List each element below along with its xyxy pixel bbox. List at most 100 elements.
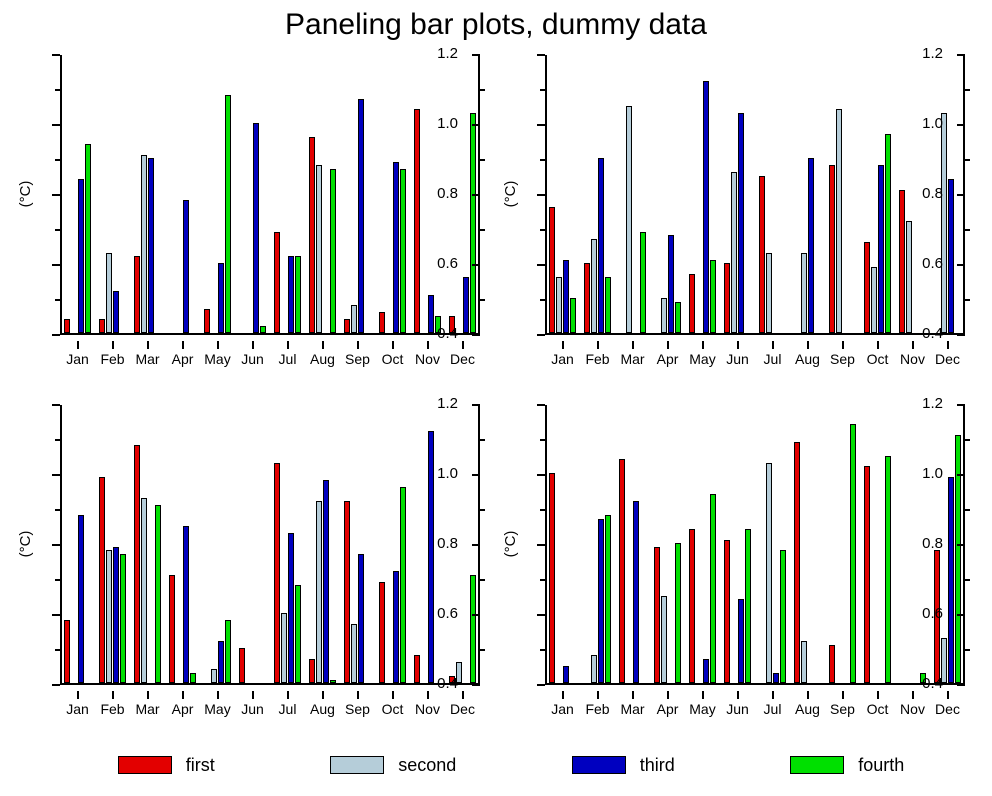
bar-second <box>661 298 667 333</box>
bar-second <box>836 109 842 333</box>
y-minor-tick <box>55 509 60 511</box>
y-tick-mark-right <box>472 194 480 196</box>
y-tick-label: 0.8 <box>922 535 943 552</box>
x-tick-label: Feb <box>585 351 609 367</box>
bar-fourth <box>190 673 196 684</box>
bar-third <box>878 165 884 333</box>
bar-third <box>78 515 84 683</box>
bar-first <box>899 190 905 334</box>
bar-third <box>358 99 364 334</box>
x-tick-label: May <box>689 351 715 367</box>
bar-fourth <box>85 144 91 333</box>
y-minor-tick <box>540 649 545 651</box>
bar-fourth <box>400 169 406 334</box>
y-tick-mark <box>52 474 60 476</box>
y-tick-label: 1.2 <box>922 45 943 62</box>
bar-third <box>183 526 189 684</box>
y-minor-tick <box>965 439 970 441</box>
bar-second <box>141 155 147 334</box>
bar-third <box>288 256 294 333</box>
bar-fourth <box>885 134 891 334</box>
x-tick-label: Mar <box>135 351 159 367</box>
bar-third <box>773 673 779 684</box>
bar-third <box>78 179 84 333</box>
x-tick-mark <box>287 691 289 699</box>
y-tick-mark <box>537 334 545 336</box>
x-tick-mark <box>112 691 114 699</box>
y-tick-mark-right <box>957 474 965 476</box>
x-tick-mark <box>947 341 949 349</box>
y-tick-label: 1.2 <box>922 395 943 412</box>
legend-label: second <box>398 755 456 776</box>
x-tick-label: Feb <box>100 351 124 367</box>
bar-fourth <box>955 435 961 684</box>
y-axis-label: (°C) <box>502 531 519 558</box>
bar-third <box>288 533 294 684</box>
x-tick-label: Jan <box>551 351 574 367</box>
bar-first <box>274 232 280 334</box>
y-tick-label: 0.4 <box>922 325 943 342</box>
y-tick-label: 1.0 <box>922 465 943 482</box>
bar-third <box>113 547 119 684</box>
bar-first <box>169 575 175 684</box>
x-tick-label: Jan <box>551 701 574 717</box>
x-tick-mark <box>427 691 429 699</box>
y-minor-tick <box>540 579 545 581</box>
y-tick-label: 1.2 <box>437 395 458 412</box>
x-tick-label: Aug <box>795 701 820 717</box>
x-tick-mark <box>392 341 394 349</box>
x-tick-mark <box>427 341 429 349</box>
legend-item-first: first <box>118 755 215 776</box>
bar-first <box>379 582 385 684</box>
x-tick-label: Aug <box>310 701 335 717</box>
x-tick-label: Jun <box>241 351 264 367</box>
legend-item-second: second <box>330 755 456 776</box>
legend-item-fourth: fourth <box>790 755 904 776</box>
y-tick-mark <box>537 54 545 56</box>
x-tick-mark <box>287 341 289 349</box>
x-tick-label: Dec <box>450 701 475 717</box>
x-tick-mark <box>737 341 739 349</box>
bar-third <box>703 81 709 333</box>
y-tick-label: 0.8 <box>437 535 458 552</box>
bar-second <box>591 655 597 683</box>
bar-fourth <box>710 494 716 683</box>
x-tick-mark <box>667 341 669 349</box>
bar-third <box>703 659 709 684</box>
x-tick-mark <box>597 691 599 699</box>
y-minor-tick <box>55 89 60 91</box>
y-minor-tick <box>480 649 485 651</box>
bar-third <box>183 200 189 333</box>
y-tick-mark-right <box>957 264 965 266</box>
bar-second <box>871 267 877 334</box>
x-tick-label: Jul <box>764 701 782 717</box>
x-tick-label: Feb <box>585 701 609 717</box>
bar-second <box>941 113 947 334</box>
x-tick-mark <box>462 341 464 349</box>
x-tick-mark <box>597 341 599 349</box>
bar-third <box>428 431 434 683</box>
bar-third <box>253 123 259 333</box>
bar-first <box>99 319 105 333</box>
y-minor-tick <box>480 229 485 231</box>
x-tick-label: Apr <box>657 351 679 367</box>
x-tick-label: Jul <box>279 701 297 717</box>
y-tick-mark <box>52 544 60 546</box>
x-tick-mark <box>112 341 114 349</box>
x-tick-label: Oct <box>382 351 404 367</box>
bar-fourth <box>295 256 301 333</box>
y-axis-label: (°C) <box>17 181 34 208</box>
bar-third <box>808 158 814 333</box>
x-tick-mark <box>947 691 949 699</box>
y-tick-mark-right <box>957 404 965 406</box>
bar-third <box>393 571 399 683</box>
y-minor-tick <box>540 89 545 91</box>
y-minor-tick <box>480 299 485 301</box>
x-tick-label: Jul <box>764 351 782 367</box>
bar-first <box>724 540 730 684</box>
plot-area: (°C) 0.40.60.81.01.2JanFebMarAprMayJunJu… <box>60 55 480 335</box>
bar-first <box>864 242 870 333</box>
y-tick-mark-right <box>957 614 965 616</box>
bar-third <box>948 477 954 684</box>
y-minor-tick <box>540 299 545 301</box>
